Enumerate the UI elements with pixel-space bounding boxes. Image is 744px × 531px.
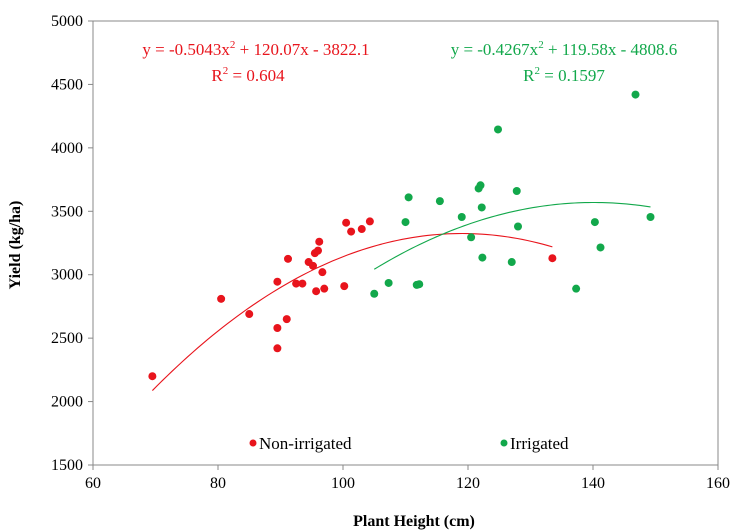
point-irrigated (494, 125, 502, 134)
point-non-irrigated (312, 287, 321, 296)
point-non-irrigated (298, 279, 307, 288)
r2-irrigated-rest: = 0.1597 (540, 66, 605, 85)
equation-non-irrigated: y = -0.5043x2 + 120.07x - 3822.1 (142, 39, 369, 59)
x-axis: 60 80 100 120 140 160 (85, 465, 730, 492)
x-tick-label: 80 (210, 475, 226, 492)
point-irrigated (476, 181, 485, 190)
y-axis-title: Yield (kg/ha) (7, 201, 24, 290)
equation-irrigated-main: y = -0.4267x (451, 40, 539, 59)
legend-marker-irrigated (500, 439, 508, 447)
point-irrigated (572, 284, 581, 293)
trendline-non-irrigated (151, 232, 553, 391)
point-irrigated (401, 218, 410, 227)
point-irrigated (415, 280, 424, 289)
point-irrigated (477, 203, 486, 212)
r2-irrigated: R2 = 0.1597 (523, 65, 605, 85)
y-tick-label: 2500 (51, 330, 83, 347)
trendlines (151, 201, 651, 391)
r2-non-irrigated-sup: 2 (223, 65, 229, 77)
r2-irrigated-main: R (523, 66, 535, 85)
r2-non-irrigated-main: R (211, 66, 223, 85)
legend: Non-irrigated Irrigated (249, 434, 569, 453)
point-non-irrigated (342, 218, 351, 227)
y-tick-label: 2000 (51, 394, 83, 411)
equation-irrigated: y = -0.4267x2 + 119.58x - 4808.6 (451, 39, 678, 59)
point-irrigated (478, 253, 487, 262)
equation-non-irrigated-main: y = -0.5043x (142, 40, 230, 59)
point-non-irrigated (320, 284, 329, 293)
point-non-irrigated (365, 217, 374, 226)
plot-area (92, 20, 719, 466)
point-irrigated (514, 222, 522, 231)
x-tick-label: 120 (456, 475, 480, 492)
point-non-irrigated (245, 310, 254, 319)
legend-label-non-irrigated: Non-irrigated (259, 434, 352, 453)
point-irrigated (646, 212, 655, 221)
point-non-irrigated (273, 344, 282, 353)
point-irrigated (467, 233, 476, 242)
equation-irrigated-sup: 2 (538, 39, 544, 51)
point-non-irrigated (282, 315, 291, 324)
equation-non-irrigated-rest: + 120.07x - 3822.1 (235, 40, 369, 59)
equation-non-irrigated-sup: 2 (230, 39, 236, 51)
r2-irrigated-sup: 2 (535, 65, 541, 77)
point-irrigated (631, 90, 640, 99)
point-non-irrigated (340, 282, 349, 291)
point-non-irrigated (314, 246, 322, 255)
y-tick-label: 3000 (51, 267, 83, 284)
y-tick-label: 5000 (51, 13, 83, 30)
x-axis-title: Plant Height (cm) (353, 513, 475, 530)
point-irrigated (596, 243, 605, 252)
point-irrigated (507, 258, 516, 267)
legend-marker-non-irrigated (249, 439, 257, 447)
y-tick-label: 1500 (51, 457, 83, 474)
point-irrigated (370, 289, 379, 298)
point-irrigated (512, 186, 521, 195)
point-non-irrigated (548, 254, 557, 263)
point-irrigated (590, 218, 599, 227)
x-tick-label: 100 (331, 475, 355, 492)
equation-irrigated-rest: + 119.58x - 4808.6 (544, 40, 678, 59)
y-tick-label: 4000 (51, 140, 83, 157)
point-non-irrigated (284, 254, 292, 263)
y-tick-label: 3500 (51, 203, 83, 220)
point-irrigated (457, 212, 466, 221)
point-non-irrigated (357, 225, 366, 234)
point-non-irrigated (292, 279, 301, 288)
point-irrigated (404, 193, 413, 202)
point-non-irrigated (318, 268, 327, 277)
point-non-irrigated (217, 294, 226, 303)
point-irrigated (435, 197, 444, 206)
x-tick-label: 60 (85, 475, 101, 492)
point-non-irrigated (309, 261, 317, 270)
y-tick-label: 4500 (51, 76, 83, 93)
x-tick-label: 140 (581, 475, 605, 492)
x-tick-label: 160 (706, 475, 730, 492)
point-irrigated (384, 278, 393, 287)
r2-non-irrigated-rest: = 0.604 (228, 66, 285, 85)
point-non-irrigated (273, 323, 282, 332)
trendline-irrigated (373, 201, 651, 270)
data-points (148, 90, 655, 381)
plot-frame (92, 20, 719, 466)
point-non-irrigated (315, 237, 324, 246)
point-non-irrigated (148, 372, 157, 381)
y-axis: 1500 2000 2500 3000 3500 4000 4500 5000 (51, 13, 93, 474)
r2-non-irrigated: R2 = 0.604 (211, 65, 285, 85)
legend-label-irrigated: Irrigated (510, 434, 569, 453)
point-non-irrigated (347, 227, 356, 236)
point-non-irrigated (273, 277, 282, 286)
